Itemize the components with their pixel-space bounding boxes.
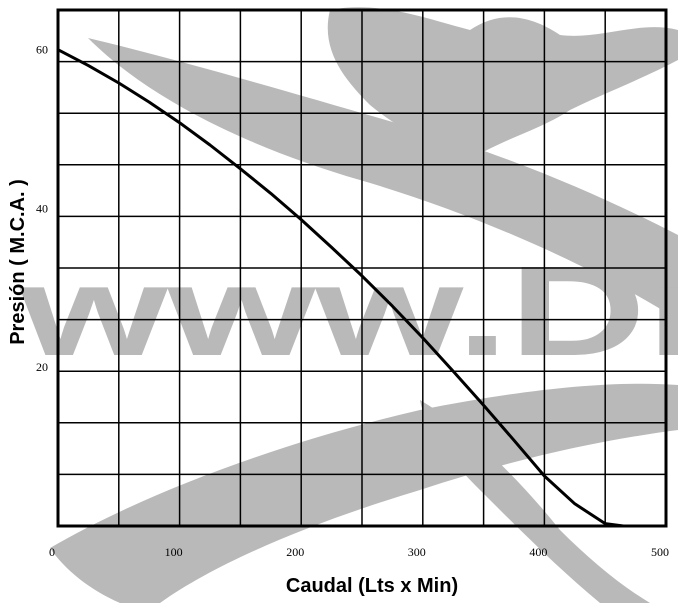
plot-frame bbox=[56, 8, 668, 528]
x-tick-label: 200 bbox=[286, 545, 304, 559]
watermark-swoosh-bottom bbox=[50, 383, 678, 603]
y-tick-label: 40 bbox=[36, 201, 48, 215]
x-tick-label: 100 bbox=[165, 545, 183, 559]
grid bbox=[58, 10, 666, 526]
y-tick-labels: 20 40 60 bbox=[36, 43, 48, 375]
x-tick-labels: 0 100 200 300 400 500 bbox=[49, 545, 669, 559]
watermark-feather-shape bbox=[420, 400, 650, 603]
x-tick-label: 500 bbox=[651, 545, 669, 559]
y-tick-label: 20 bbox=[36, 360, 48, 374]
watermark: www.Dr bbox=[19, 7, 678, 603]
watermark-swoosh-top bbox=[88, 38, 678, 320]
x-tick-label: 400 bbox=[529, 545, 547, 559]
x-axis-title: Caudal (Lts x Min) bbox=[286, 575, 458, 597]
y-tick-label: 60 bbox=[36, 43, 48, 57]
x-tick-label: 0 bbox=[49, 545, 55, 559]
watermark-bird-shape bbox=[327, 7, 678, 160]
series-line bbox=[56, 48, 625, 528]
y-axis-title: Presión ( M.C.A. ) bbox=[7, 179, 29, 345]
x-tick-label: 300 bbox=[408, 545, 426, 559]
